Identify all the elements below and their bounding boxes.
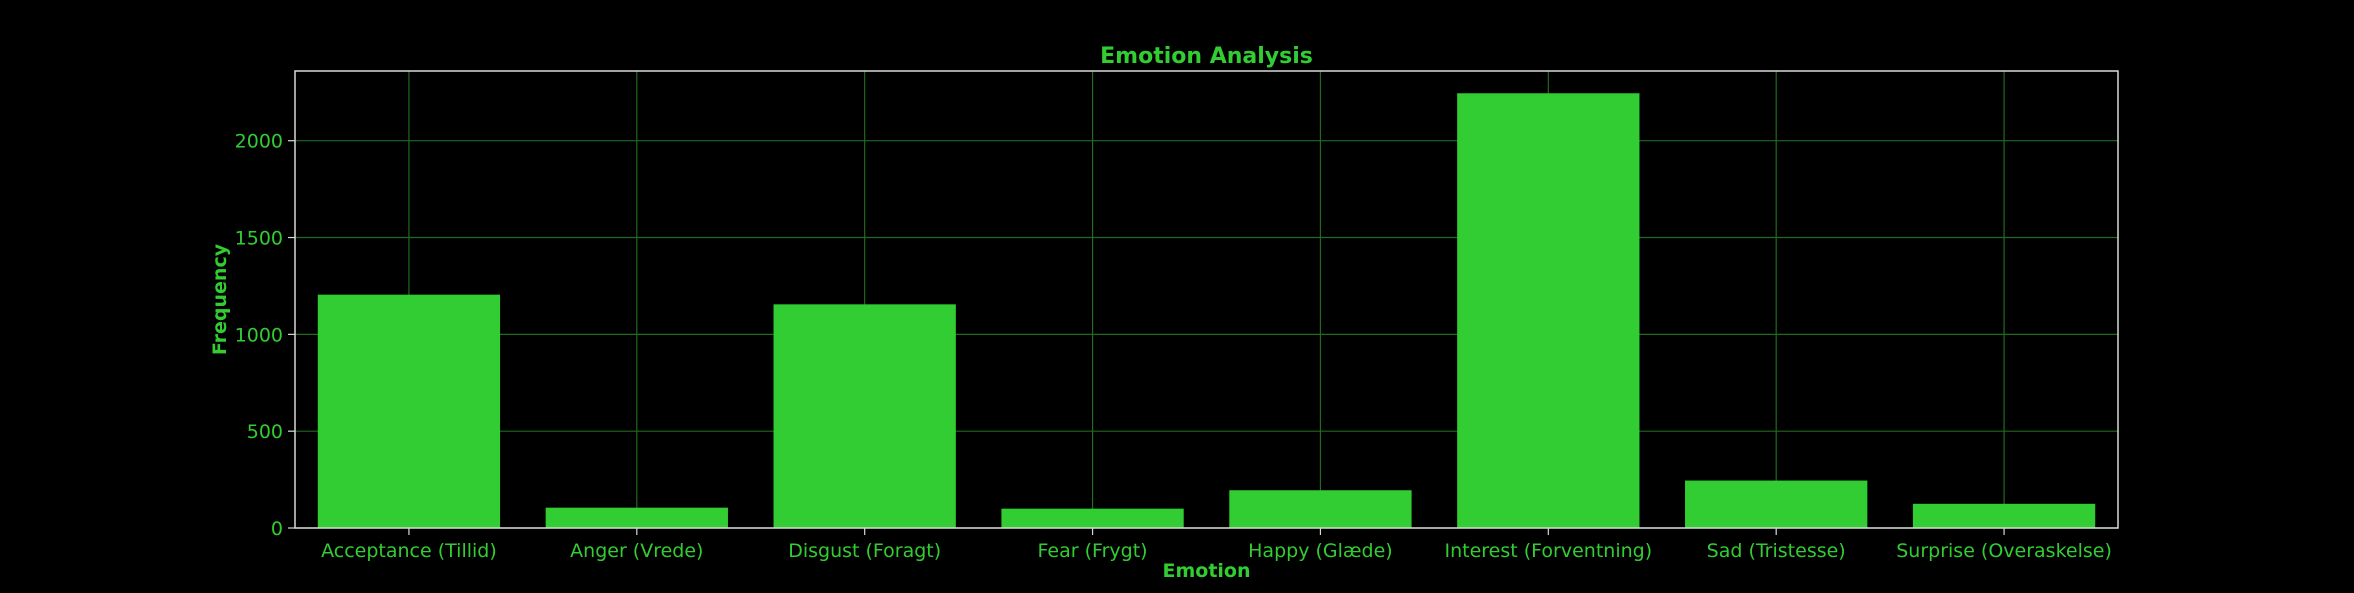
y-axis-label: Frequency <box>209 243 231 355</box>
x-tick-label: Disgust (Foragt) <box>788 540 941 562</box>
bar <box>1229 490 1412 528</box>
x-tick-label: Happy (Glæde) <box>1248 540 1393 562</box>
bar <box>317 294 501 528</box>
x-tick-label: Fear (Frygt) <box>1038 540 1148 562</box>
x-axis-label: Emotion <box>1162 560 1250 582</box>
y-tick-label: 0 <box>271 518 283 540</box>
bar <box>1685 480 1868 528</box>
ticks: 0 500 1000 1500 2000 Acceptance (Tillid) Anger… <box>235 131 2112 562</box>
chart-title: Emotion Analysis <box>1100 44 1313 69</box>
y-tick-label: 500 <box>247 421 283 443</box>
y-tick-label: 2000 <box>235 131 283 153</box>
bar <box>1001 508 1184 528</box>
bar <box>773 304 956 528</box>
bar <box>545 507 728 528</box>
y-tick-label: 1000 <box>235 324 283 346</box>
y-tick-label: 1500 <box>235 228 283 250</box>
x-tick-label: Sad (Tristesse) <box>1707 540 1846 562</box>
x-tick-label: Surprise (Overaskelse) <box>1896 540 2112 562</box>
x-tick-label: Anger (Vrede) <box>570 540 703 562</box>
x-tick-label: Interest (Forventning) <box>1445 540 1653 562</box>
bar <box>1457 93 1640 528</box>
bars <box>317 93 2096 528</box>
bar <box>1912 503 2096 528</box>
x-tick-label: Acceptance (Tillid) <box>321 540 497 562</box>
plot-frame <box>294 70 2119 529</box>
